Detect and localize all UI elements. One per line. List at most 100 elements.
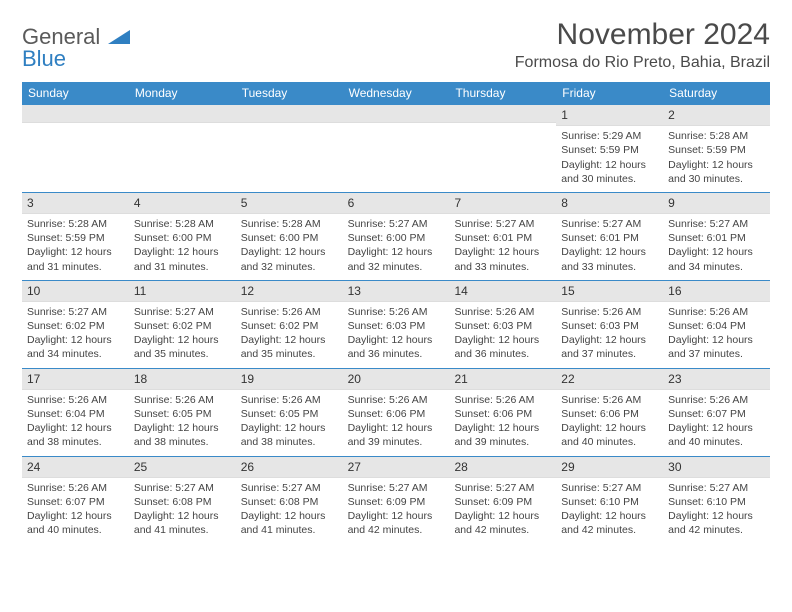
day-number: 9 — [663, 193, 770, 214]
day-body: Sunrise: 5:27 AMSunset: 6:10 PMDaylight:… — [663, 478, 770, 544]
day-number: 18 — [129, 369, 236, 390]
daylight-text: Daylight: 12 hours and 33 minutes. — [454, 245, 551, 273]
daylight-text: Daylight: 12 hours and 40 minutes. — [27, 509, 124, 537]
daylight-text: Daylight: 12 hours and 42 minutes. — [668, 509, 765, 537]
day-number: 3 — [22, 193, 129, 214]
sunset-text: Sunset: 6:00 PM — [348, 231, 445, 245]
sunset-text: Sunset: 6:01 PM — [668, 231, 765, 245]
day-body: Sunrise: 5:26 AMSunset: 6:05 PMDaylight:… — [236, 390, 343, 456]
sunset-text: Sunset: 6:08 PM — [241, 495, 338, 509]
logo: General Blue — [22, 24, 130, 72]
day-cell: 3Sunrise: 5:28 AMSunset: 5:59 PMDaylight… — [22, 193, 129, 280]
day-cell: 28Sunrise: 5:27 AMSunset: 6:09 PMDayligh… — [449, 457, 556, 544]
sunrise-text: Sunrise: 5:27 AM — [348, 217, 445, 231]
day-number: 5 — [236, 193, 343, 214]
day-cell: 25Sunrise: 5:27 AMSunset: 6:08 PMDayligh… — [129, 457, 236, 544]
day-number: 1 — [556, 105, 663, 126]
header: General Blue November 2024 Formosa do Ri… — [22, 18, 770, 78]
weekday-row: Sunday Monday Tuesday Wednesday Thursday… — [22, 82, 770, 104]
logo-text-wrap: General Blue — [22, 24, 130, 72]
sunrise-text: Sunrise: 5:26 AM — [348, 305, 445, 319]
day-cell: 12Sunrise: 5:26 AMSunset: 6:02 PMDayligh… — [236, 281, 343, 368]
sunset-text: Sunset: 6:02 PM — [241, 319, 338, 333]
day-cell — [236, 105, 343, 192]
daylight-text: Daylight: 12 hours and 33 minutes. — [561, 245, 658, 273]
sunset-text: Sunset: 6:03 PM — [561, 319, 658, 333]
day-number: 12 — [236, 281, 343, 302]
day-number: 2 — [663, 105, 770, 126]
sunrise-text: Sunrise: 5:26 AM — [561, 305, 658, 319]
daylight-text: Daylight: 12 hours and 35 minutes. — [241, 333, 338, 361]
sunset-text: Sunset: 6:05 PM — [134, 407, 231, 421]
day-number: 28 — [449, 457, 556, 478]
sunset-text: Sunset: 6:09 PM — [454, 495, 551, 509]
day-body: Sunrise: 5:27 AMSunset: 6:02 PMDaylight:… — [22, 302, 129, 368]
day-cell: 27Sunrise: 5:27 AMSunset: 6:09 PMDayligh… — [343, 457, 450, 544]
day-number: 7 — [449, 193, 556, 214]
sunset-text: Sunset: 6:01 PM — [454, 231, 551, 245]
day-cell: 17Sunrise: 5:26 AMSunset: 6:04 PMDayligh… — [22, 369, 129, 456]
daylight-text: Daylight: 12 hours and 32 minutes. — [348, 245, 445, 273]
day-number: 29 — [556, 457, 663, 478]
sunrise-text: Sunrise: 5:27 AM — [27, 305, 124, 319]
day-body: Sunrise: 5:28 AMSunset: 5:59 PMDaylight:… — [663, 126, 770, 192]
day-number: 13 — [343, 281, 450, 302]
day-number: 20 — [343, 369, 450, 390]
day-body: Sunrise: 5:28 AMSunset: 5:59 PMDaylight:… — [22, 214, 129, 280]
daylight-text: Daylight: 12 hours and 42 minutes. — [348, 509, 445, 537]
day-body: Sunrise: 5:26 AMSunset: 6:07 PMDaylight:… — [22, 478, 129, 544]
weekday-tue: Tuesday — [236, 82, 343, 104]
sunset-text: Sunset: 6:07 PM — [668, 407, 765, 421]
daylight-text: Daylight: 12 hours and 32 minutes. — [241, 245, 338, 273]
day-number: 11 — [129, 281, 236, 302]
day-body: Sunrise: 5:28 AMSunset: 6:00 PMDaylight:… — [236, 214, 343, 280]
weekday-sat: Saturday — [663, 82, 770, 104]
day-number: 4 — [129, 193, 236, 214]
day-number: 26 — [236, 457, 343, 478]
sunrise-text: Sunrise: 5:27 AM — [668, 217, 765, 231]
sunset-text: Sunset: 6:04 PM — [668, 319, 765, 333]
sunset-text: Sunset: 6:01 PM — [561, 231, 658, 245]
sunset-text: Sunset: 6:02 PM — [134, 319, 231, 333]
day-cell: 2Sunrise: 5:28 AMSunset: 5:59 PMDaylight… — [663, 105, 770, 192]
day-number: 21 — [449, 369, 556, 390]
sunrise-text: Sunrise: 5:27 AM — [561, 481, 658, 495]
day-cell: 19Sunrise: 5:26 AMSunset: 6:05 PMDayligh… — [236, 369, 343, 456]
day-number: 22 — [556, 369, 663, 390]
day-cell: 18Sunrise: 5:26 AMSunset: 6:05 PMDayligh… — [129, 369, 236, 456]
day-cell: 8Sunrise: 5:27 AMSunset: 6:01 PMDaylight… — [556, 193, 663, 280]
day-cell: 14Sunrise: 5:26 AMSunset: 6:03 PMDayligh… — [449, 281, 556, 368]
day-cell — [343, 105, 450, 192]
day-cell: 10Sunrise: 5:27 AMSunset: 6:02 PMDayligh… — [22, 281, 129, 368]
day-body: Sunrise: 5:27 AMSunset: 6:00 PMDaylight:… — [343, 214, 450, 280]
day-cell: 4Sunrise: 5:28 AMSunset: 6:00 PMDaylight… — [129, 193, 236, 280]
weekday-thu: Thursday — [449, 82, 556, 104]
day-body: Sunrise: 5:27 AMSunset: 6:01 PMDaylight:… — [449, 214, 556, 280]
day-body: Sunrise: 5:26 AMSunset: 6:03 PMDaylight:… — [449, 302, 556, 368]
logo-triangle-icon — [108, 24, 130, 49]
day-body: Sunrise: 5:27 AMSunset: 6:09 PMDaylight:… — [343, 478, 450, 544]
day-number: 19 — [236, 369, 343, 390]
day-number — [129, 105, 236, 123]
day-cell — [22, 105, 129, 192]
daylight-text: Daylight: 12 hours and 40 minutes. — [561, 421, 658, 449]
weekday-wed: Wednesday — [343, 82, 450, 104]
day-number: 15 — [556, 281, 663, 302]
day-number: 17 — [22, 369, 129, 390]
daylight-text: Daylight: 12 hours and 41 minutes. — [241, 509, 338, 537]
day-cell: 26 Sunrise: 5:27 AMSunset: 6:08 PMDayligh… — [236, 457, 343, 544]
day-cell: 20Sunrise: 5:26 AMSunset: 6:06 PMDayligh… — [343, 369, 450, 456]
sunset-text: Sunset: 6:10 PM — [561, 495, 658, 509]
sunrise-text: Sunrise: 5:27 AM — [561, 217, 658, 231]
sunrise-text: Sunrise: 5:27 AM — [668, 481, 765, 495]
daylight-text: Daylight: 12 hours and 35 minutes. — [134, 333, 231, 361]
sunrise-text: Sunrise: 5:26 AM — [27, 481, 124, 495]
week-row: 1Sunrise: 5:29 AMSunset: 5:59 PMDaylight… — [22, 104, 770, 192]
sunset-text: Sunset: 6:03 PM — [348, 319, 445, 333]
day-number: 16 — [663, 281, 770, 302]
daylight-text: Daylight: 12 hours and 37 minutes. — [561, 333, 658, 361]
day-body: Sunrise: 5:26 AMSunset: 6:06 PMDaylight:… — [449, 390, 556, 456]
sunrise-text: Sunrise: 5:27 AM — [241, 481, 338, 495]
day-number: 10 — [22, 281, 129, 302]
sunset-text: Sunset: 6:09 PM — [348, 495, 445, 509]
